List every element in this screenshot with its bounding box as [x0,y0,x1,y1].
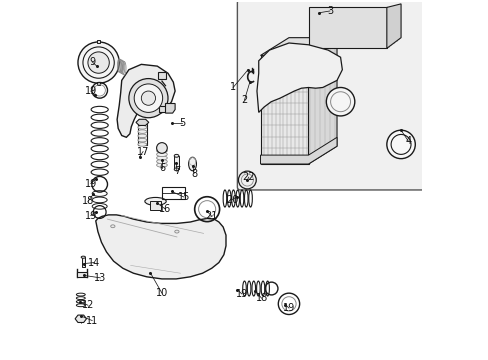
Ellipse shape [138,126,146,129]
Circle shape [386,130,414,159]
Text: 3: 3 [326,6,332,16]
Bar [150,201,161,210]
Text: 6: 6 [159,163,164,172]
Ellipse shape [138,130,146,134]
Text: 19: 19 [84,86,97,96]
Circle shape [88,52,109,73]
Text: 2: 2 [241,95,247,105]
Polygon shape [260,137,336,164]
Text: 5: 5 [179,118,185,128]
Polygon shape [260,38,336,55]
Ellipse shape [156,163,167,167]
Ellipse shape [138,138,146,142]
Polygon shape [256,43,342,112]
Polygon shape [386,4,400,48]
Ellipse shape [144,197,166,205]
Text: 18: 18 [255,293,267,303]
Ellipse shape [138,143,146,146]
Circle shape [156,143,167,153]
Text: 4: 4 [404,136,410,146]
Text: 14: 14 [88,257,100,267]
Bar [81,257,85,267]
Text: 20: 20 [225,194,238,204]
Polygon shape [117,64,175,137]
Ellipse shape [156,149,167,153]
Circle shape [129,78,168,118]
Text: 17: 17 [137,147,149,157]
Ellipse shape [174,230,179,233]
Bar [97,40,100,43]
Text: 1: 1 [229,82,236,93]
Ellipse shape [174,168,179,171]
Polygon shape [165,103,175,113]
Polygon shape [308,8,386,48]
Polygon shape [75,315,86,323]
Text: 8: 8 [190,168,197,179]
Text: 22: 22 [242,172,255,182]
Polygon shape [260,55,308,164]
Polygon shape [308,38,336,164]
Text: 16: 16 [159,204,171,214]
Bar [138,124,147,145]
Bar [174,156,178,169]
Ellipse shape [188,157,196,171]
Text: 15: 15 [178,192,190,202]
Ellipse shape [156,156,167,160]
Text: 19: 19 [84,211,97,221]
Text: 19: 19 [235,289,247,299]
Text: 19: 19 [84,179,97,189]
Text: 13: 13 [94,273,106,283]
Ellipse shape [81,256,85,258]
Bar [162,187,184,198]
Text: 11: 11 [86,316,98,325]
FancyBboxPatch shape [237,0,424,190]
Ellipse shape [110,225,115,228]
Circle shape [325,87,354,116]
Bar [97,82,100,85]
Ellipse shape [156,159,167,164]
Text: 9: 9 [89,57,95,67]
Polygon shape [77,272,87,277]
Text: 21: 21 [205,211,218,221]
Circle shape [134,84,163,112]
Polygon shape [136,119,148,125]
Circle shape [141,91,155,105]
Bar [159,106,168,112]
Ellipse shape [156,152,167,157]
Text: 12: 12 [81,300,94,310]
Text: 19: 19 [282,303,294,313]
Text: 10: 10 [156,288,168,298]
Ellipse shape [138,134,146,138]
Text: 7: 7 [173,166,180,176]
Polygon shape [96,215,225,279]
Ellipse shape [174,154,179,157]
Circle shape [78,42,119,83]
Text: 18: 18 [81,196,94,206]
Bar [158,72,166,78]
